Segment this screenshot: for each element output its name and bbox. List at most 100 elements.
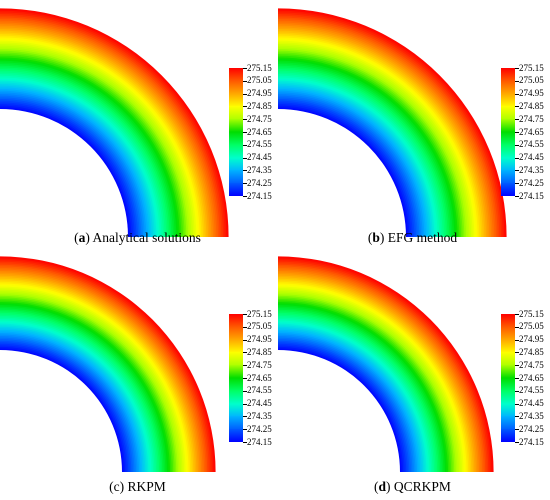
colorbar-segment <box>229 314 243 328</box>
colorbar-tick-label: 274.85 <box>247 100 272 111</box>
colorbar-tick-label: 274.85 <box>247 346 272 357</box>
colorbar-tick <box>515 183 519 185</box>
colorbar-segment <box>229 170 243 184</box>
colorbar-tick <box>515 132 519 133</box>
colorbar-tick-label: 274.55 <box>247 385 272 396</box>
colorbar-tick <box>515 390 519 392</box>
colorbar-tick <box>243 339 247 341</box>
colorbar-tick <box>515 157 519 159</box>
colorbar-segment <box>229 68 243 82</box>
colorbar-tick-label: 274.95 <box>247 334 272 345</box>
colorbar-tick <box>243 365 247 367</box>
colorbar-tick-label: 274.35 <box>247 410 272 421</box>
colorbar-tick-label: 274.75 <box>247 113 272 124</box>
colorbar-segment <box>501 339 515 353</box>
colorbar-segment <box>501 157 515 171</box>
colorbar-tick-label: 275.15 <box>247 62 272 73</box>
colorbar-tick <box>243 119 247 121</box>
colorbar-segment <box>229 339 243 353</box>
colorbar-segment <box>501 352 515 366</box>
colorbar-tick-label: 274.75 <box>519 359 544 370</box>
colorbar-segment <box>501 429 515 443</box>
colorbar-segment <box>229 403 243 417</box>
colorbar-tick <box>243 157 247 159</box>
colorbar-segment <box>501 403 515 417</box>
colorbar-tick <box>515 429 519 431</box>
colorbar-segment <box>501 170 515 184</box>
colorbar-tick <box>243 403 247 405</box>
colorbar-tick-label: 274.25 <box>247 423 272 434</box>
colorbar-tick <box>515 403 519 405</box>
colorbar-segment <box>501 390 515 405</box>
colorbar-segment <box>229 352 243 366</box>
colorbar-tick <box>515 365 519 367</box>
colorbar-segment <box>229 144 243 159</box>
colorbar-tick-label: 274.55 <box>519 385 544 396</box>
colorbar-tick-label: 274.45 <box>247 398 272 409</box>
colorbar-tick <box>515 119 519 121</box>
colorbar-tick-label: 274.35 <box>519 164 544 175</box>
colorbar-tick <box>243 170 247 172</box>
colorbar-tick <box>243 196 247 197</box>
colorbar-segment <box>229 326 243 341</box>
colorbar-tick-label: 274.25 <box>519 423 544 434</box>
colorbar-segment <box>501 119 515 133</box>
colorbar-segment <box>501 144 515 159</box>
colorbar-tick <box>515 352 519 354</box>
colorbar-tick-label: 274.75 <box>247 359 272 370</box>
colorbar-tick <box>243 314 247 315</box>
colorbar-tick <box>515 144 519 146</box>
colorbar-segment <box>501 68 515 82</box>
colorbar-tick <box>243 68 247 69</box>
colorbar-segment <box>501 93 515 107</box>
caption-d: (d) QCRKPM <box>374 479 451 494</box>
colorbar-tick-label: 274.55 <box>247 139 272 150</box>
colorbar-tick <box>515 314 519 315</box>
colorbar-tick-label: 274.65 <box>247 372 272 383</box>
colorbar-c: 275.15 275.05 274.95 274.85 274.75 274.65 274.… <box>229 309 272 446</box>
colorbar-segment <box>229 93 243 107</box>
colorbar-tick-label: 274.65 <box>519 126 544 137</box>
colorbar-tick <box>515 170 519 172</box>
colorbar-segment <box>229 416 243 430</box>
colorbar-tick <box>243 326 247 328</box>
colorbar-segment <box>229 183 243 197</box>
colorbar-tick-label: 274.95 <box>247 88 272 99</box>
colorbar-tick <box>243 429 247 431</box>
colorbar-tick <box>243 442 247 443</box>
colorbar-segment <box>229 390 243 405</box>
colorbar-tick-label: 275.05 <box>519 321 544 332</box>
colorbar-tick-label: 274.45 <box>519 152 544 163</box>
colorbar-segment <box>501 314 515 328</box>
colorbar-tick-label: 274.45 <box>247 152 272 163</box>
colorbar-tick-label: 274.25 <box>247 177 272 188</box>
colorbar-tick-label: 274.45 <box>519 398 544 409</box>
colorbar-tick <box>243 80 247 82</box>
panel-a: 275.15 275.05 274.95 274.85 274.75 274.65 274.… <box>0 0 275 250</box>
colorbar-tick <box>243 93 247 95</box>
colorbar-segment <box>501 106 515 120</box>
colorbar-tick-label: 274.15 <box>247 436 272 447</box>
colorbar-tick <box>515 442 519 443</box>
caption-c: (c) RKPM <box>109 479 166 494</box>
colorbar-tick <box>243 416 247 418</box>
panel-d: 275.15 275.05 274.95 274.85 274.75 274.65 274.… <box>275 250 550 500</box>
colorbar-b: 275.15 275.05 274.95 274.85 274.75 274.65 274.… <box>501 63 544 200</box>
colorbar-tick <box>515 378 519 379</box>
colorbar-tick-label: 274.85 <box>519 100 544 111</box>
colorbar-tick-label: 274.35 <box>519 410 544 421</box>
colorbar-tick <box>243 144 247 146</box>
colorbar-tick-label: 275.15 <box>519 308 544 319</box>
colorbar-segment <box>229 132 243 146</box>
panel-c: 275.15 275.05 274.95 274.85 274.75 274.65 274.… <box>0 250 275 500</box>
colorbar-a: 275.15 275.05 274.95 274.85 274.75 274.65 274.… <box>229 63 272 200</box>
colorbar-segment <box>229 429 243 443</box>
colorbar-segment <box>229 80 243 95</box>
colorbar-tick-label: 274.95 <box>519 334 544 345</box>
colorbar-d: 275.15 275.05 274.95 274.85 274.75 274.65 274.… <box>501 309 544 446</box>
colorbar-tick-label: 274.25 <box>519 177 544 188</box>
colorbar-segment <box>229 106 243 120</box>
colorbar-tick-label: 274.65 <box>247 126 272 137</box>
colorbar-tick-label: 274.95 <box>519 88 544 99</box>
colorbar-tick <box>243 183 247 185</box>
